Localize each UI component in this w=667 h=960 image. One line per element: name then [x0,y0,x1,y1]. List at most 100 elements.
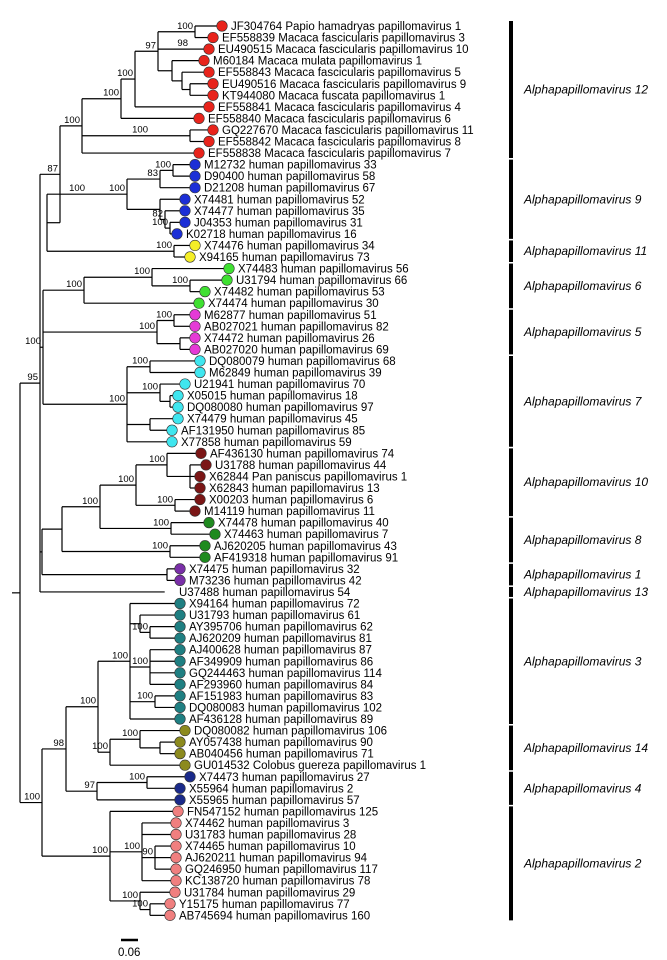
bootstrap-value: 87 [47,163,58,174]
taxon-label: EF558839 Macaca fascicularis papillomavi… [222,33,465,45]
taxon-label: X94165 human papillomavirus 73 [199,252,370,264]
taxon-label: X74482 human papillomavirus 53 [214,287,385,299]
taxon-label: DQ080080 human papillomavirus 97 [187,402,374,414]
clade-label: Alphapapillomavirus 11 [523,244,647,258]
bootstrap-value: 83 [147,168,158,179]
taxon-dot [174,690,186,702]
taxon-dot [174,794,186,806]
taxon-label: X74476 human papillomavirus 34 [204,240,375,252]
taxon-dot [189,343,201,356]
bootstrap-value: 100 [118,474,134,485]
taxon-label: U31783 human papillomavirus 28 [185,830,356,842]
bootstrap-value: 100 [132,356,148,367]
bootstrap-value: 100 [122,890,138,901]
taxon-dot [193,147,205,159]
taxon-label: AY057438 human papillomavirus 90 [189,737,373,749]
clade-label: Alphapapillomavirus 2 [523,856,642,870]
taxon-label: X55964 human papillomavirus 2 [189,783,353,795]
taxon-label: J04353 human papillomavirus 31 [194,217,363,229]
taxon-label: AB040456 human papillomavirus 71 [189,749,374,761]
taxon-label: X74479 human papillomavirus 45 [187,414,358,426]
taxon-dot [199,540,211,552]
taxon-label: U21941 human papillomavirus 70 [194,379,365,391]
taxon-dot [223,262,235,275]
taxon-label: EU490515 Macaca fascicularis papillomavi… [218,44,469,56]
taxon-label: X74474 human papillomavirus 30 [208,298,379,310]
taxon-label: U31788 human papillomavirus 44 [215,460,387,472]
taxon-dot [179,724,191,737]
taxon-dot [174,597,186,610]
taxon-label: K02718 human papillomavirus 16 [186,229,357,241]
taxon-label: AB027020 human papillomavirus 69 [204,344,389,356]
taxon-label: D90400 human papillomavirus 58 [204,171,375,183]
taxon-dot [194,355,206,367]
bootstrap-value: 98 [177,38,188,49]
taxon-label: AF436130 human papillomavirus 74 [210,448,395,460]
taxon-dot [174,620,186,633]
bootstrap-value: 90 [142,847,153,858]
taxon-label: M73236 human papillomavirus 42 [189,575,362,587]
taxon-label: EF558840 Macaca fascicularis papillomavi… [208,113,451,125]
bootstrap-value: 100 [109,393,125,404]
taxon-label: U31784 human papillomavirus 29 [184,887,355,899]
bootstrap-value: 100 [80,696,96,707]
bootstrap-value: 100 [152,217,168,228]
bootstrap-value: 100 [134,266,150,277]
taxon-dot [171,228,183,240]
taxon-dot [170,840,182,852]
taxon-dot [169,886,181,898]
bootstrap-value: 100 [117,68,133,79]
taxon-dot [193,297,205,309]
taxon-dot [174,701,186,714]
clade-label: Alphapapillomavirus 12 [523,83,648,97]
bootstrap-value: 95 [27,372,38,383]
taxon-dot [189,332,201,344]
taxon-label: EF558841 Macaca fascicularis papillomavi… [218,102,461,114]
taxon-label: X62843 human papillomavirus 13 [209,483,380,495]
bootstrap-value: 100 [25,336,41,347]
taxon-dot [166,424,178,436]
bootstrap-value: 100 [132,621,148,632]
bootstrap-value: 100 [112,650,128,661]
taxon-label: Y15175 human papillomavirus 77 [179,899,350,911]
taxon-dot [194,470,206,483]
taxon-dot [172,805,184,818]
taxon-label: AJ620205 human papillomavirus 43 [214,541,397,553]
taxon-label: KT944080 Macaca fuscata papillomavirus 1 [222,90,445,102]
taxon-dot [207,31,219,44]
bootstrap-value: 100 [92,845,108,856]
taxon-dot [174,563,186,575]
bootstrap-value: 100 [92,741,108,752]
taxon-label: DQ080083 human papillomavirus 102 [189,702,382,714]
taxon-dot [203,135,215,148]
clade-annotations: Alphapapillomavirus 12 Alphapapillomaviru… [509,21,648,921]
clade-label: Alphapapillomavirus 7 [523,394,643,408]
bootstrap-value: 100 [124,841,140,852]
taxon-dot [194,482,206,494]
taxon-label: X94164 human papillomavirus 72 [189,599,360,611]
bootstrap-value: 100 [142,382,158,393]
taxon-label: AF131950 human papillomavirus 85 [181,425,365,437]
taxon-dot [174,736,186,748]
taxon-dot [174,655,186,667]
taxon-label: U31793 human papillomavirus 61 [189,610,360,622]
taxon-dot [170,828,182,841]
taxon-label: AJ620211 human papillomavirus 94 [185,853,368,865]
taxon-dot [174,678,186,690]
taxon-label: U31794 human papillomavirus 66 [236,275,407,287]
clade-label: Alphapapillomavirus 6 [523,279,642,293]
taxon-label: KC138720 human papillomavirus 78 [185,876,370,888]
taxon-label: M62877 human papillomavirus 51 [204,310,377,322]
taxon-dot [179,216,191,228]
bootstrap-value: 100 [152,541,168,552]
taxon-dot [184,251,196,263]
taxon-label: M62849 human papillomavirus 39 [209,368,382,380]
bootstrap-value: 100 [149,454,165,465]
clade-label: Alphapapillomavirus 3 [523,654,642,668]
taxon-dot [207,78,219,90]
taxon-dot [194,493,206,506]
bootstrap-value: 100 [122,728,138,739]
taxon-label: AJ400628 human papillomavirus 87 [189,645,372,657]
bootstrap-value: 100 [103,88,119,99]
